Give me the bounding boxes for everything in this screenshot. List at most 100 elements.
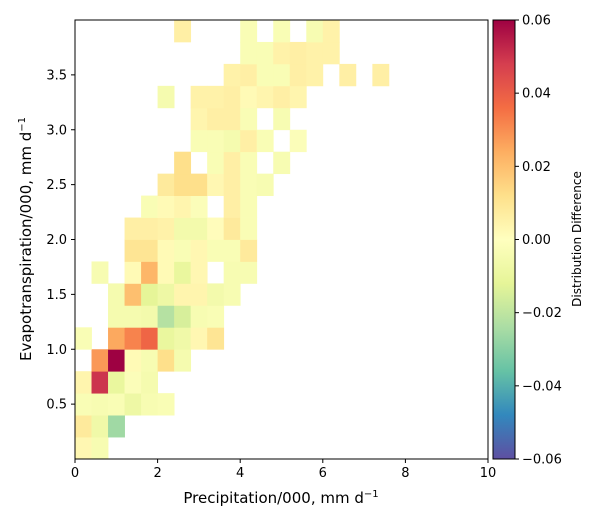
- heatmap-cell-94: [207, 107, 225, 131]
- heatmap-cell-106: [223, 63, 241, 87]
- heatmap-cell-99: [207, 85, 225, 109]
- heatmap-cell-32: [141, 305, 158, 328]
- heatmap-cell-90: [240, 129, 258, 153]
- heatmap-cell-124: [322, 20, 340, 43]
- heatmap-cell-4: [108, 415, 125, 438]
- heatmap-cell-20: [157, 349, 175, 372]
- y-axis-label: Evapotranspiration/000, mm d−1: [17, 117, 35, 361]
- heatmap-cell-95: [223, 107, 241, 131]
- heatmap-cell-58: [207, 239, 225, 262]
- y-tick-label: 2.0: [46, 233, 67, 248]
- heatmap-cell-103: [273, 85, 291, 109]
- heatmap-cell-54: [141, 239, 158, 262]
- heatmap-cell-115: [256, 41, 274, 65]
- heatmap-cell-14: [124, 371, 142, 394]
- heatmap-cell-98: [190, 85, 208, 109]
- heatmap-cell-35: [190, 305, 208, 328]
- colorbar-tick-label: 0.06: [522, 14, 551, 29]
- y-tick-label: 0.5: [46, 398, 67, 413]
- colorbar-tick-label: 0.04: [522, 87, 551, 102]
- heatmap-cell-28: [207, 327, 225, 350]
- heatmap-cell-78: [207, 173, 225, 196]
- heatmap-cell-60: [240, 239, 258, 262]
- x-axis-ticks: 0 2 4 6 8 10: [71, 459, 496, 481]
- heatmap-cell-42: [190, 283, 208, 306]
- heatmap-cell-118: [306, 41, 324, 65]
- heatmap-cell-16: [91, 349, 109, 372]
- heatmap-cell-0: [75, 437, 92, 459]
- heatmap-cell-69: [141, 195, 158, 218]
- heatmap-cell-74: [240, 195, 258, 218]
- heatmap-cell-31: [124, 305, 142, 328]
- heatmap-cell-76: [174, 173, 192, 196]
- heatmap-cell-66: [207, 217, 225, 240]
- heatmap-cell-126: [256, 20, 274, 21]
- heatmap-cell-97: [273, 107, 291, 131]
- heatmap-cell-108: [256, 63, 274, 87]
- heatmap-cell-49: [174, 261, 192, 284]
- colorbar-tick-label: −0.04: [522, 379, 562, 394]
- heatmap-cell-101: [240, 85, 258, 109]
- heatmap-cell-112: [339, 63, 357, 87]
- heatmap-cell-80: [240, 173, 258, 196]
- heatmap-cell-67: [223, 217, 241, 240]
- heatmap-cell-48: [157, 261, 175, 284]
- heatmap-cell-65: [190, 217, 208, 240]
- colorbar-tick-label: −0.02: [522, 306, 562, 321]
- heatmap-cell-96: [240, 107, 258, 131]
- heatmap-cell-70: [157, 195, 175, 218]
- heatmap-cell-43: [207, 283, 225, 306]
- heatmap-cell-23: [124, 327, 142, 350]
- heatmap-cell-25: [157, 327, 175, 350]
- heatmap-cell-109: [273, 63, 291, 87]
- y-tick-label: 3.5: [46, 68, 67, 83]
- heatmap-cell-105: [157, 85, 175, 109]
- heatmap-cell-59: [223, 239, 241, 262]
- heatmap-cell-19: [141, 349, 158, 372]
- heatmap-cell-17: [108, 349, 125, 372]
- colorbar-tick-label: 0.02: [522, 160, 551, 175]
- heatmap-cell-53: [124, 239, 142, 262]
- heatmap-cell-127: [273, 20, 291, 21]
- heatmap-cell-40: [157, 283, 175, 306]
- heatmap-cell-11: [75, 371, 92, 394]
- colorbar: [492, 19, 516, 460]
- heatmap-cell-111: [306, 63, 324, 87]
- colorbar-tick-label: 0.00: [522, 233, 551, 248]
- heatmap-cell-123: [306, 20, 324, 43]
- heatmap-cell-13: [108, 371, 125, 394]
- heatmap-cell-56: [174, 239, 192, 262]
- heatmap-cell-18: [124, 349, 142, 372]
- heatmap-cell-75: [157, 173, 175, 196]
- heatmap-cell-110: [289, 63, 307, 87]
- heatmap-cell-128: [289, 20, 307, 21]
- heatmap-cells: [75, 20, 390, 459]
- heatmap-cell-121: [240, 20, 258, 43]
- heatmap-cell-8: [124, 393, 142, 416]
- x-tick-label: 4: [236, 466, 244, 481]
- heatmap-cell-63: [157, 217, 175, 240]
- heatmap-cell-44: [223, 283, 241, 306]
- y-tick-label: 3.0: [46, 123, 67, 138]
- x-tick-label: 2: [153, 466, 161, 481]
- y-tick-label: 1.5: [46, 288, 67, 303]
- heatmap-cell-9: [141, 393, 158, 416]
- heatmap-cell-122: [273, 20, 291, 43]
- x-tick-label: 0: [71, 466, 79, 481]
- y-tick-label: 1.0: [46, 343, 67, 358]
- heatmap-cell-83: [207, 151, 225, 175]
- heatmap-cell-92: [289, 129, 307, 153]
- heatmap-cell-41: [174, 283, 192, 306]
- heatmap-cell-39: [141, 283, 158, 306]
- heatmap-cell-26: [174, 327, 192, 350]
- heatmap-cell-6: [91, 393, 109, 416]
- heatmap-cell-91: [256, 129, 274, 153]
- heatmap-cell-85: [240, 151, 258, 175]
- heatmap-cell-107: [240, 63, 258, 87]
- heatmap-cell-3: [91, 415, 109, 438]
- heatmap-cell-88: [207, 129, 225, 153]
- x-tick-label: 10: [480, 466, 497, 481]
- colorbar-ticks: −0.06 −0.04 −0.02 0.00 0.02 0.04 0.06: [515, 14, 562, 468]
- heatmap-cell-117: [289, 41, 307, 65]
